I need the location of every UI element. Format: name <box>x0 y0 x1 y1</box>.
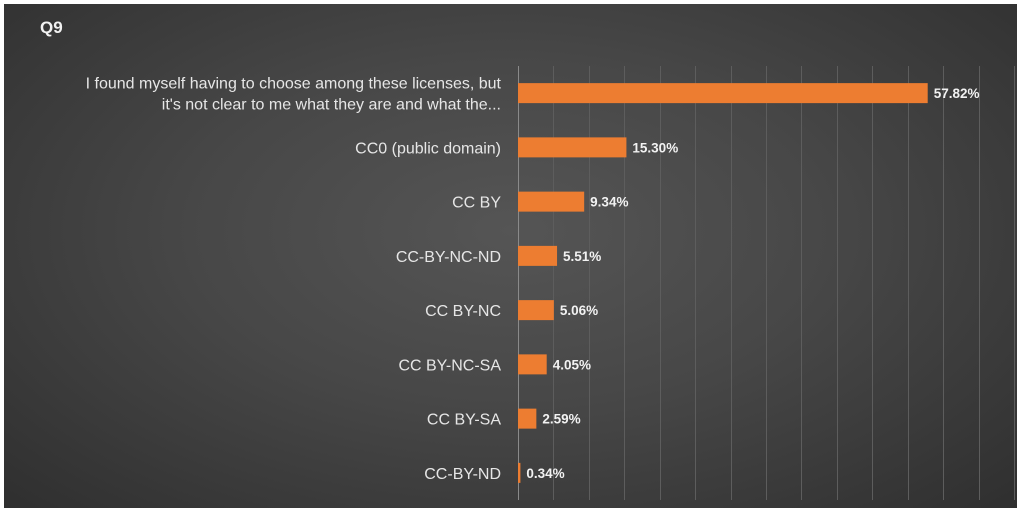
data-label: 5.51% <box>563 249 601 264</box>
category-label: CC BY-NC <box>425 303 501 320</box>
data-label: 5.06% <box>560 303 598 318</box>
bar <box>518 408 537 429</box>
data-label: 4.05% <box>553 357 591 372</box>
category-label: CC BY-NC-SA <box>398 357 501 374</box>
bar <box>518 191 585 212</box>
bar <box>518 354 547 375</box>
data-label: 15.30% <box>632 140 678 155</box>
category-label: CC BY-SA <box>427 412 501 429</box>
bar <box>518 462 521 483</box>
bar <box>518 245 558 266</box>
bar <box>518 137 627 158</box>
category-label: CC-BY-ND <box>424 466 501 483</box>
category-label: CC-BY-NC-ND <box>396 249 501 266</box>
data-label: 2.59% <box>542 412 580 427</box>
bar <box>518 83 928 104</box>
bar-chart: 57.82% I found myself having to choose am… <box>86 66 1015 500</box>
chart-container: Q9 57.82% I found myself having to choose… <box>4 4 1017 508</box>
bar <box>518 300 554 321</box>
chart-title: Q9 <box>40 18 63 37</box>
category-label: I found myself having to choose among th… <box>86 76 502 93</box>
data-label: 0.34% <box>526 466 564 481</box>
data-label: 57.82% <box>934 86 980 101</box>
category-label: CC0 (public domain) <box>355 140 501 157</box>
category-label: CC BY <box>452 195 501 212</box>
category-label: it's not clear to me what they are and w… <box>162 97 501 114</box>
data-label: 9.34% <box>590 195 628 210</box>
